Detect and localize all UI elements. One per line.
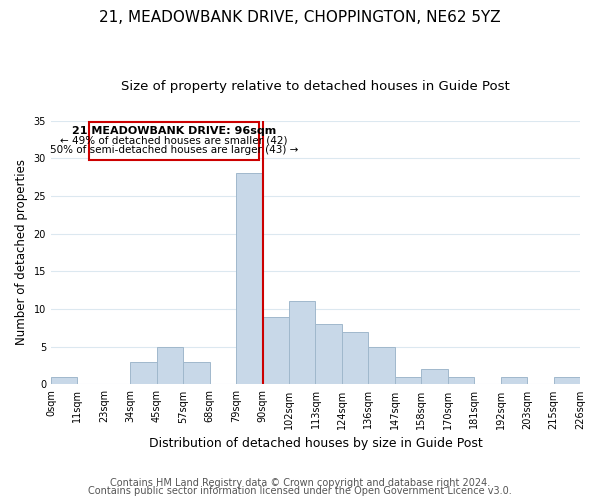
Bar <box>395 377 421 384</box>
Text: 21 MEADOWBANK DRIVE: 96sqm: 21 MEADOWBANK DRIVE: 96sqm <box>72 126 276 136</box>
Bar <box>342 332 368 384</box>
Text: Contains public sector information licensed under the Open Government Licence v3: Contains public sector information licen… <box>88 486 512 496</box>
Bar <box>448 377 474 384</box>
Text: 21, MEADOWBANK DRIVE, CHOPPINGTON, NE62 5YZ: 21, MEADOWBANK DRIVE, CHOPPINGTON, NE62 … <box>99 10 501 25</box>
Text: 50% of semi-detached houses are larger (43) →: 50% of semi-detached houses are larger (… <box>50 146 298 156</box>
FancyBboxPatch shape <box>89 122 259 160</box>
Y-axis label: Number of detached properties: Number of detached properties <box>15 160 28 346</box>
Bar <box>157 346 183 385</box>
Bar <box>51 377 77 384</box>
Bar <box>368 346 395 385</box>
Bar <box>263 316 289 384</box>
X-axis label: Distribution of detached houses by size in Guide Post: Distribution of detached houses by size … <box>149 437 482 450</box>
Title: Size of property relative to detached houses in Guide Post: Size of property relative to detached ho… <box>121 80 510 93</box>
Bar <box>289 302 316 384</box>
Bar <box>316 324 342 384</box>
Bar <box>500 377 527 384</box>
Bar <box>183 362 209 384</box>
Bar <box>236 174 263 384</box>
Text: ← 49% of detached houses are smaller (42): ← 49% of detached houses are smaller (42… <box>60 136 287 145</box>
Bar <box>554 377 580 384</box>
Bar <box>130 362 157 384</box>
Text: Contains HM Land Registry data © Crown copyright and database right 2024.: Contains HM Land Registry data © Crown c… <box>110 478 490 488</box>
Bar <box>421 370 448 384</box>
